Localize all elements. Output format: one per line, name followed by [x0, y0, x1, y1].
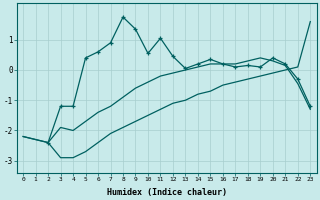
X-axis label: Humidex (Indice chaleur): Humidex (Indice chaleur): [107, 188, 227, 197]
